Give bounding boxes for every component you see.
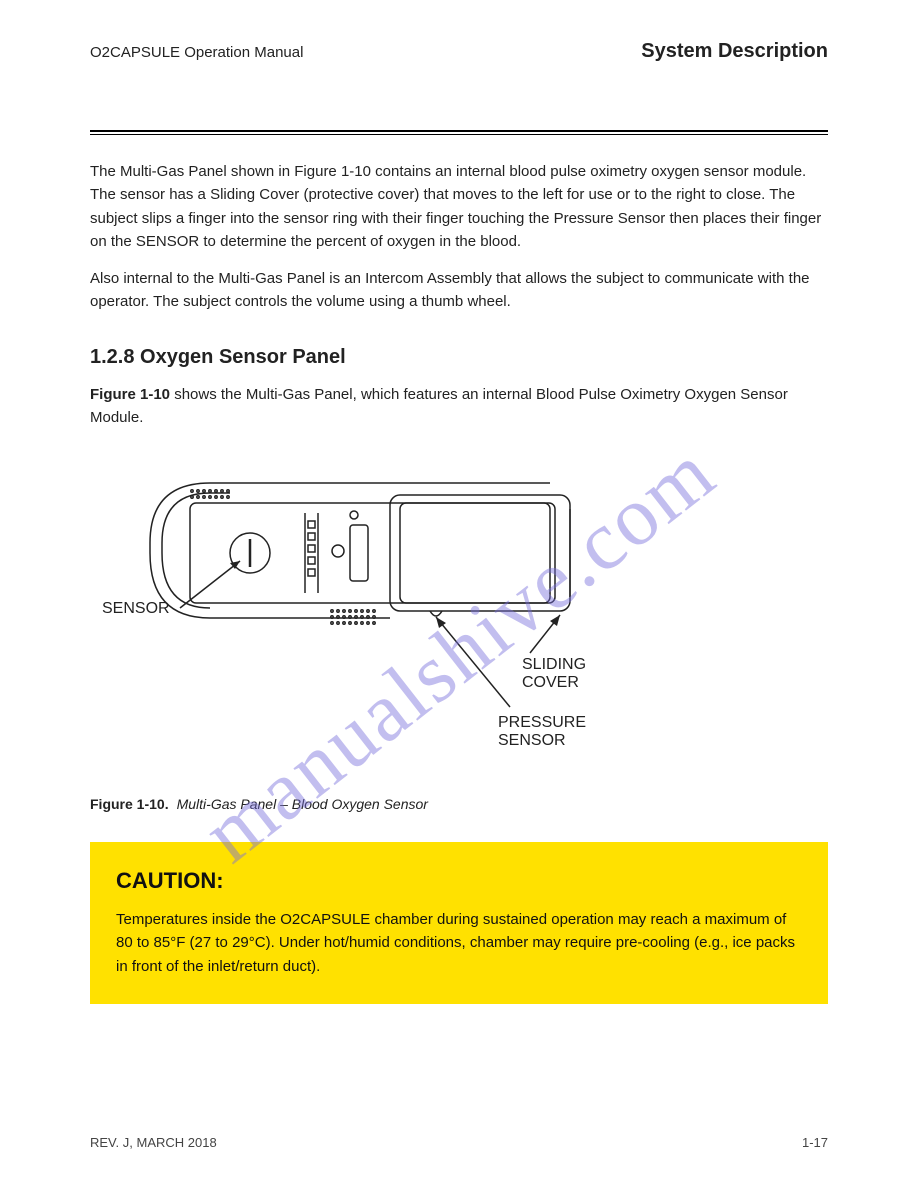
figure-svg: SENSOR SLIDING COVER PRESSURE SENSOR	[90, 443, 650, 783]
header-rule-thick	[90, 130, 828, 132]
figure-caption-label: Figure 1-10.	[90, 794, 169, 816]
label-pressure-1: PRESSURE	[498, 714, 586, 731]
paragraph-3-body: shows the Multi-Gas Panel, which feature…	[90, 386, 788, 426]
paragraph-2: Also internal to the Multi-Gas Panel is …	[90, 267, 828, 314]
figure-ref: Figure 1-10	[90, 386, 170, 403]
header-section-title: System Description	[641, 40, 828, 63]
label-sliding-cover-2: COVER	[522, 674, 579, 691]
caution-box: CAUTION: Temperatures inside the O2CAPSU…	[90, 842, 828, 1004]
page-header: O2CAPSULE Operation Manual System Descri…	[90, 40, 828, 63]
label-sensor: SENSOR	[102, 600, 170, 617]
paragraph-1: The Multi-Gas Panel shown in Figure 1-10…	[90, 160, 828, 253]
figure-container: SENSOR SLIDING COVER PRESSURE SENSOR Fig…	[90, 443, 828, 816]
figure-caption-title: Multi-Gas Panel – Blood Oxygen Sensor	[177, 794, 428, 816]
label-pressure-2: SENSOR	[498, 732, 566, 749]
section-heading: 1.2.8 Oxygen Sensor Panel	[90, 342, 828, 373]
caution-body: Temperatures inside the O2CAPSULE chambe…	[116, 908, 802, 978]
paragraph-3: Figure 1-10 shows the Multi-Gas Panel, w…	[90, 383, 828, 430]
content-area: The Multi-Gas Panel shown in Figure 1-10…	[90, 160, 828, 1004]
label-sliding-cover-1: SLIDING	[522, 656, 586, 673]
page-footer: REV. J, MARCH 2018 1-17	[90, 1135, 828, 1150]
footer-revision: REV. J, MARCH 2018	[90, 1135, 217, 1150]
header-rule-thin	[90, 134, 828, 135]
figure-caption: Figure 1-10. Multi-Gas Panel – Blood Oxy…	[90, 794, 828, 816]
header-doc-title: O2CAPSULE Operation Manual	[90, 44, 303, 61]
caution-title: CAUTION:	[116, 864, 802, 898]
footer-page-number: 1-17	[802, 1135, 828, 1150]
